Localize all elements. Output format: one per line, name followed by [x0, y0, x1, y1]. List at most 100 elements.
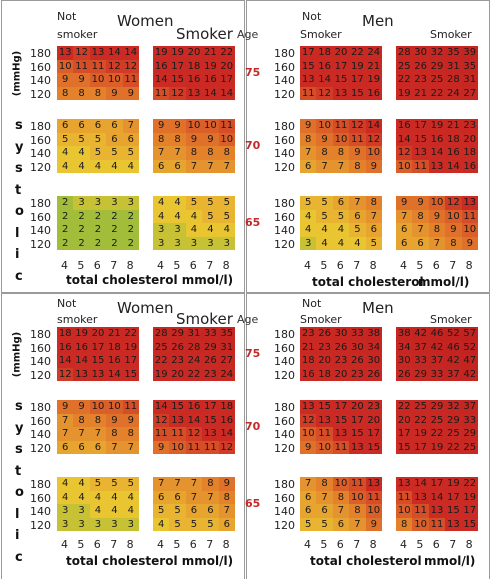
risk-cell: 10	[349, 490, 366, 505]
risk-cell: 2	[57, 236, 74, 251]
risk-cell: 15	[445, 504, 462, 518]
risk-cell: 21	[445, 119, 462, 133]
cholesterol-tick-label: 8	[369, 259, 377, 272]
risk-cell: 14	[428, 146, 446, 160]
risk-cell: 25	[396, 59, 413, 74]
risk-cell: 14	[57, 354, 74, 368]
risk-cell: 3	[89, 196, 107, 210]
risk-cell: 23	[169, 354, 186, 368]
risk-cell: 25	[428, 73, 446, 87]
risk-cell: 5	[169, 517, 186, 532]
systolic-letter: s	[15, 399, 23, 414]
systolic-letter: i	[15, 528, 20, 543]
risk-cell: 22	[396, 400, 413, 414]
risk-cell: 2	[122, 209, 139, 224]
risk-cell: 42	[445, 354, 462, 368]
risk-cell: 8	[89, 413, 107, 428]
risk-cell: 20	[316, 354, 333, 368]
risk-cell: 6	[316, 504, 333, 518]
risk-cell: 18	[218, 400, 235, 414]
sbp-tick-label: 160	[274, 414, 295, 428]
risk-cell: 22	[185, 367, 203, 382]
risk-cell: 17	[332, 59, 350, 74]
risk-cell: 11	[153, 427, 170, 441]
risk-cell: 35	[218, 327, 235, 341]
risk-cell: 4	[89, 490, 107, 505]
not-smoker-label: Not	[302, 297, 322, 310]
cholesterol-tick-label: 4	[304, 259, 311, 272]
risk-cell: 8	[316, 477, 333, 491]
cholesterol-tick-label: 4	[157, 259, 164, 272]
risk-cell: 34	[396, 340, 413, 355]
risk-cell: 15	[396, 440, 413, 455]
smoker-label: Smoker	[430, 28, 472, 41]
risk-cell: 9	[396, 196, 413, 210]
men-x-axis-label: mmol/l)	[418, 275, 470, 289]
risk-cell: 4	[122, 159, 139, 174]
risk-cell: 16	[461, 159, 478, 174]
risk-cell: 5	[89, 132, 107, 147]
risk-cell: 7	[396, 209, 413, 224]
risk-cell: 3	[300, 236, 317, 251]
systolic-letter: l	[15, 225, 20, 241]
sbp-tick-label: 120	[30, 518, 51, 532]
risk-cell: 23	[349, 367, 366, 382]
risk-cell: 42	[412, 327, 429, 341]
cholesterol-tick-label: 5	[77, 259, 85, 272]
risk-cell: 2	[89, 223, 107, 237]
sbp-tick-label: 140	[274, 224, 295, 238]
risk-cell: 4	[169, 196, 186, 210]
risk-cell: 11	[73, 59, 90, 74]
risk-cell: 13	[412, 146, 429, 160]
risk-cell: 4	[185, 209, 203, 224]
risk-cell: 33	[202, 327, 219, 341]
risk-cell: 4	[57, 146, 74, 160]
risk-cell: 13	[412, 490, 429, 505]
risk-cell: 4	[57, 490, 74, 505]
risk-cell: 19	[169, 46, 186, 60]
cholesterol-tick-label: 7	[449, 538, 457, 551]
risk-cell: 22	[445, 440, 462, 455]
risk-cell: 26	[396, 367, 413, 382]
risk-cell: 17	[218, 73, 235, 87]
risk-cell: 19	[396, 86, 413, 101]
risk-cell: 37	[412, 340, 429, 355]
risk-cell: 18	[300, 354, 317, 368]
risk-cell: 19	[428, 119, 446, 133]
risk-cell: 12	[349, 119, 366, 133]
cholesterol-tick-label: 8	[465, 538, 473, 551]
risk-cell: 10	[445, 209, 462, 224]
risk-cell: 30	[349, 340, 366, 355]
cholesterol-tick-label: 8	[369, 538, 377, 551]
risk-cell: 33	[461, 413, 478, 428]
risk-cell: 12	[365, 132, 382, 147]
risk-cell: 13	[169, 413, 186, 428]
sbp-tick-label: 120	[274, 160, 295, 174]
risk-cell: 13	[332, 86, 350, 101]
men-x-axis-label: mmol/l)	[424, 554, 476, 568]
cholesterol-tick-label: 4	[400, 538, 407, 551]
risk-cell: 11	[461, 209, 478, 224]
risk-cell: 15	[316, 400, 333, 414]
risk-cell: 9	[106, 413, 123, 428]
cholesterol-tick-label: 6	[336, 259, 344, 272]
risk-cell: 6	[365, 223, 382, 237]
risk-cell: 9	[122, 86, 139, 101]
risk-cell: 8	[218, 146, 235, 160]
cholesterol-tick-label: 7	[449, 259, 457, 272]
risk-cell: 5	[202, 517, 219, 532]
risk-cell: 11	[332, 119, 350, 133]
sbp-tick-label: 180	[274, 328, 295, 341]
risk-cell: 19	[202, 59, 219, 74]
not-smoker-label: Not	[57, 297, 77, 310]
risk-cell: 6	[57, 440, 74, 455]
risk-cell: 13	[428, 159, 446, 174]
sbp-tick-label: 140	[274, 74, 295, 88]
risk-cell: 4	[169, 209, 186, 224]
risk-cell: 28	[396, 46, 413, 60]
risk-cell: 6	[332, 517, 350, 532]
risk-cell: 2	[57, 196, 74, 210]
risk-cell: 17	[412, 119, 429, 133]
risk-cell: 16	[445, 146, 462, 160]
smoker-label: Smoker	[176, 25, 233, 43]
